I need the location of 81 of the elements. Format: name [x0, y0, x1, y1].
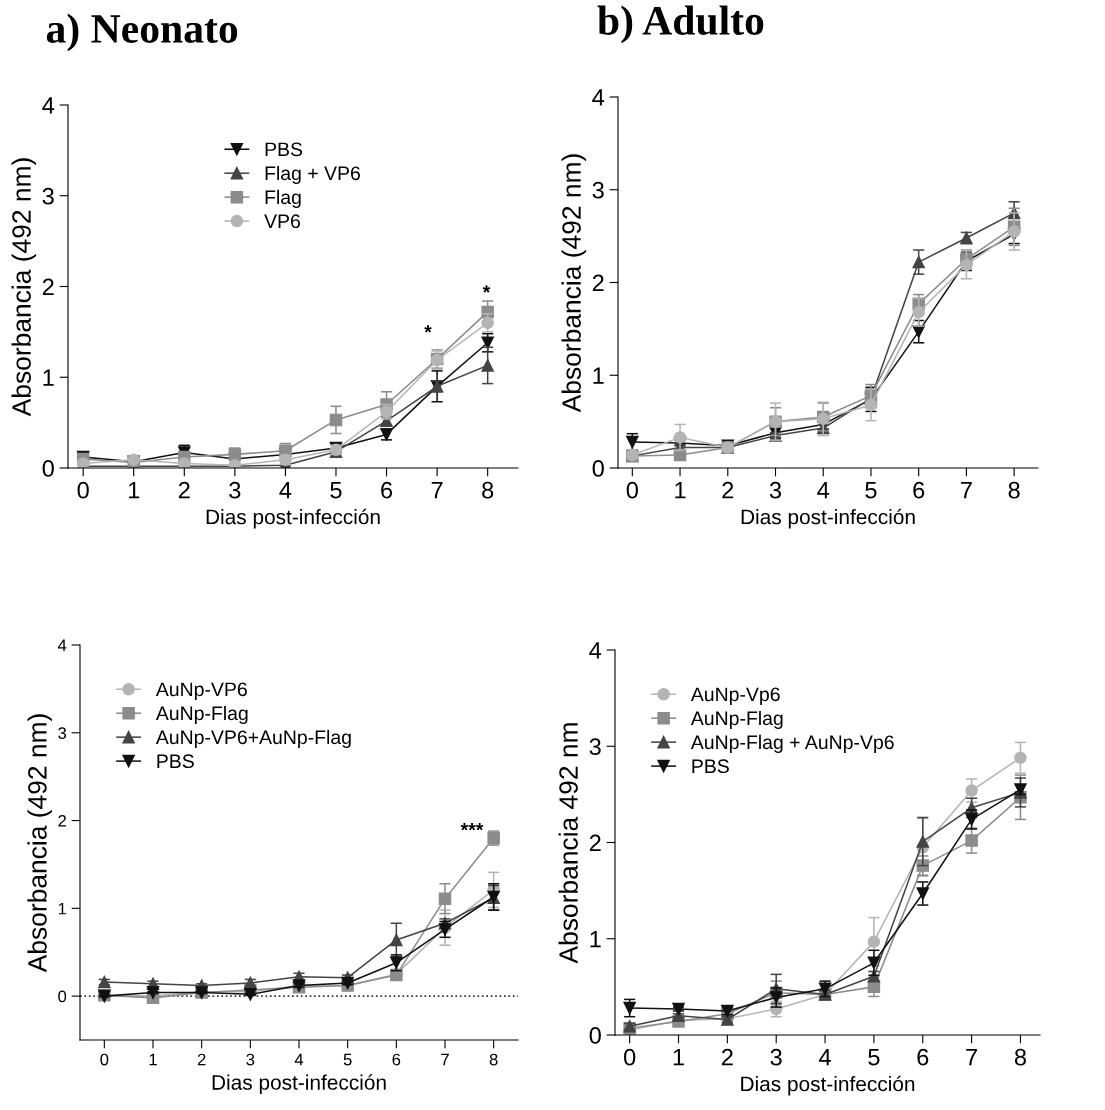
- x-tick-label: 3: [229, 481, 241, 499]
- x-tick-label: 2: [721, 1048, 733, 1066]
- x-tick-label: 2: [178, 481, 190, 499]
- x-tick-label: 1: [149, 1053, 157, 1066]
- y-tick-label: 4: [592, 89, 605, 106]
- legend-label: PBS: [692, 759, 729, 774]
- x-tick-label: 0: [100, 1053, 109, 1066]
- x-axis-title: Dias post-infección: [741, 508, 915, 529]
- y-tick-label: 3: [589, 738, 601, 756]
- legend-label: AuNp-Flag: [155, 705, 248, 725]
- x-tick-label: 2: [197, 1053, 206, 1066]
- y-tick-label: 1: [58, 902, 66, 915]
- legend-label: AuNp-VP6: [155, 682, 247, 701]
- x-tick-label: 1: [673, 1049, 684, 1066]
- y-tick-label: 2: [58, 814, 66, 827]
- y-tick-label: 1: [590, 931, 601, 948]
- y-axis-title: Absorbancia (492 nm): [11, 158, 37, 417]
- annotation: *: [424, 325, 432, 333]
- y-tick-label: 0: [42, 460, 54, 477]
- legend-label: Flag: [265, 189, 301, 208]
- legend-label: AuNp-Vp6: [690, 687, 780, 706]
- y-tick-label: 0: [58, 990, 67, 1003]
- legend-label: Flag + VP6: [265, 165, 360, 185]
- y-tick-label: 2: [589, 834, 601, 852]
- x-tick-label: 2: [722, 481, 734, 499]
- annotation: ***: [460, 823, 484, 831]
- x-tick-label: 8: [1014, 1048, 1026, 1066]
- chart-title: a) Neonato: [46, 13, 238, 52]
- y-tick-label: 0: [592, 460, 604, 477]
- x-tick-label: 7: [441, 1053, 449, 1066]
- x-tick-label: 6: [913, 481, 925, 499]
- x-tick-label: 7: [966, 1049, 977, 1066]
- y-tick-label: 4: [57, 639, 67, 652]
- y-axis-title: Absorbancia (492 nm): [27, 714, 52, 973]
- y-tick-label: 1: [593, 367, 604, 384]
- y-axis-title: Absorbancia 492 nm: [558, 723, 578, 964]
- chart-title: b) Adulto: [597, 5, 764, 44]
- x-tick-label: 5: [868, 1049, 880, 1066]
- x-tick-label: 3: [769, 481, 782, 499]
- x-tick-label: 8: [489, 1053, 498, 1066]
- legend-label: PBS: [157, 754, 194, 769]
- x-tick-label: 0: [626, 481, 638, 499]
- x-axis-title: Dias post-infección: [206, 508, 380, 529]
- x-tick-label: 5: [330, 482, 342, 499]
- legend-label: VP6: [264, 214, 300, 229]
- x-tick-label: 5: [343, 1053, 352, 1066]
- x-tick-label: 7: [431, 482, 443, 499]
- y-tick-label: 4: [589, 642, 602, 659]
- x-tick-label: 4: [817, 482, 830, 499]
- y-tick-label: 2: [42, 278, 54, 296]
- x-tick-label: 6: [392, 1053, 401, 1066]
- x-tick-label: 3: [246, 1053, 255, 1066]
- x-tick-label: 7: [961, 482, 972, 499]
- x-tick-label: 4: [279, 482, 292, 499]
- x-tick-label: 8: [482, 481, 494, 499]
- legend-label: PBS: [265, 142, 303, 157]
- x-tick-label: 0: [624, 1048, 636, 1066]
- legend-label: AuNp-Flag + AuNp-Vp6: [690, 734, 894, 753]
- annotation: *: [482, 285, 491, 293]
- y-tick-label: 0: [589, 1027, 601, 1044]
- x-tick-label: 6: [381, 481, 393, 499]
- y-tick-label: 2: [592, 274, 604, 292]
- y-axis-title: Absorbancia (492 nm): [561, 154, 587, 413]
- y-tick-label: 1: [43, 369, 54, 386]
- x-tick-label: 0: [77, 481, 89, 499]
- y-tick-label: 3: [42, 187, 54, 205]
- x-tick-label: 3: [770, 1048, 782, 1066]
- x-tick-label: 1: [128, 482, 140, 499]
- x-tick-label: 6: [917, 1048, 929, 1066]
- y-tick-label: 3: [58, 727, 67, 739]
- x-axis-title: Dias post-infección: [212, 1074, 386, 1094]
- legend-label: AuNp-Flag: [690, 710, 783, 730]
- x-tick-label: 4: [819, 1049, 831, 1066]
- legend-label: AuNp-VP6+AuNp-Flag: [155, 729, 351, 748]
- x-tick-label: 5: [865, 482, 877, 499]
- x-tick-label: 1: [675, 482, 686, 499]
- x-tick-label: 8: [1008, 481, 1020, 499]
- x-axis-title: Dias post-infección: [741, 1075, 915, 1096]
- x-tick-label: 4: [294, 1053, 304, 1066]
- y-tick-label: 3: [592, 181, 604, 199]
- y-tick-label: 4: [42, 97, 55, 114]
